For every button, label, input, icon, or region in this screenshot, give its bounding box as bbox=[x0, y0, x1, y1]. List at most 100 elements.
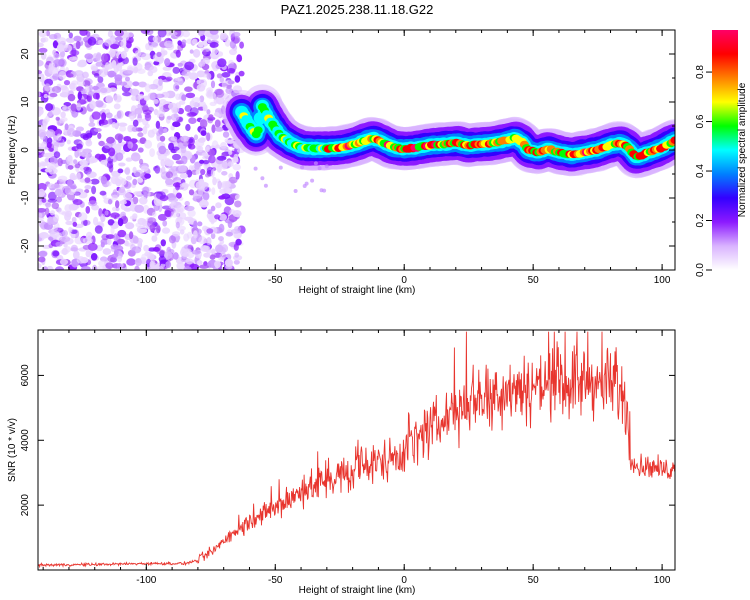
noise-blob bbox=[108, 147, 116, 157]
noise-blob bbox=[66, 73, 74, 78]
noise-blob bbox=[65, 37, 76, 43]
noise-blob bbox=[42, 122, 47, 131]
noise-blob bbox=[192, 48, 201, 58]
noise-blob bbox=[186, 231, 193, 239]
noise-blob bbox=[200, 119, 208, 129]
noise-blob bbox=[38, 59, 44, 67]
noise-blob bbox=[198, 187, 204, 197]
noise-blob bbox=[158, 145, 167, 155]
noise-blob bbox=[131, 246, 142, 254]
noise-blob bbox=[137, 228, 148, 233]
noise-blob bbox=[77, 61, 87, 68]
noise-blob bbox=[65, 210, 73, 218]
noise-blob bbox=[81, 266, 91, 270]
noise-blob bbox=[225, 160, 235, 165]
noise-blob bbox=[208, 155, 216, 164]
noise-blob bbox=[170, 113, 180, 122]
noise-blob bbox=[55, 116, 60, 121]
noise-blob bbox=[125, 222, 135, 230]
noise-blob bbox=[120, 211, 126, 218]
noise-blob bbox=[238, 70, 245, 77]
noise-blob bbox=[188, 72, 199, 80]
noise-blob bbox=[144, 139, 153, 149]
snr-ytick-label: 2000 bbox=[20, 494, 31, 517]
noise-blob bbox=[134, 50, 142, 57]
noise-blob bbox=[228, 150, 233, 155]
noise-blob bbox=[199, 264, 209, 269]
noise-blob bbox=[181, 30, 191, 38]
noise-blob bbox=[199, 199, 209, 208]
noise-blob bbox=[176, 262, 185, 270]
noise-blob bbox=[172, 153, 181, 161]
noise-blob bbox=[151, 128, 158, 135]
noise-blob bbox=[215, 244, 224, 253]
noise-blob bbox=[138, 81, 147, 88]
noise-blob bbox=[180, 145, 187, 154]
noise-blob bbox=[117, 122, 128, 127]
noise-blob bbox=[101, 53, 108, 63]
noise-blob bbox=[82, 71, 89, 79]
noise-blob bbox=[137, 132, 144, 138]
noise-blob bbox=[117, 218, 124, 227]
noise-blob bbox=[125, 157, 133, 162]
noise-blob bbox=[107, 181, 112, 187]
noise-blob bbox=[165, 171, 173, 179]
noise-blob bbox=[157, 108, 165, 118]
noise-blob bbox=[145, 43, 150, 51]
noise-blob bbox=[50, 210, 55, 216]
noise-blob bbox=[164, 158, 171, 165]
noise-blob bbox=[45, 115, 50, 123]
noise-blob bbox=[211, 124, 216, 134]
noise-blob bbox=[164, 210, 172, 218]
noise-blob bbox=[228, 176, 238, 184]
noise-blob bbox=[234, 200, 242, 208]
noise-blob bbox=[164, 251, 173, 260]
noise-blob bbox=[225, 231, 234, 237]
noise-blob bbox=[38, 73, 45, 82]
noise-blob bbox=[51, 202, 59, 210]
noise-blob bbox=[216, 51, 224, 57]
noise-blob bbox=[114, 36, 123, 41]
noise-blob bbox=[62, 44, 73, 52]
stray-blob bbox=[310, 178, 315, 183]
noise-blob bbox=[156, 51, 162, 58]
noise-blob bbox=[38, 47, 48, 54]
noise-blob bbox=[149, 262, 158, 270]
noise-blob bbox=[206, 237, 212, 246]
noise-blob bbox=[93, 128, 102, 132]
noise-blob bbox=[89, 157, 98, 163]
noise-blob bbox=[134, 265, 140, 270]
noise-blob bbox=[61, 86, 70, 95]
noise-blob bbox=[76, 102, 82, 111]
noise-blob bbox=[110, 212, 120, 218]
noise-blob bbox=[116, 238, 125, 245]
ridge-blob bbox=[255, 114, 265, 122]
noise-blob bbox=[66, 128, 76, 137]
noise-blob bbox=[194, 139, 205, 147]
noise-blob bbox=[154, 93, 165, 99]
noise-blob bbox=[235, 171, 240, 180]
noise-blob bbox=[156, 225, 161, 234]
noise-blob bbox=[88, 122, 96, 127]
noise-blob bbox=[94, 100, 104, 108]
noise-blob bbox=[71, 80, 79, 85]
noise-blob bbox=[180, 155, 188, 165]
noise-blob bbox=[217, 58, 227, 68]
noise-blob bbox=[141, 253, 147, 262]
noise-blob bbox=[99, 190, 107, 196]
noise-blob bbox=[144, 251, 152, 257]
noise-blob bbox=[110, 226, 115, 235]
snr-ytick-label: 4000 bbox=[20, 429, 31, 452]
noise-blob bbox=[77, 91, 83, 101]
noise-blob bbox=[133, 169, 144, 178]
snr-ticks: -100 -50 0 50 100 2000 4000 6000 bbox=[20, 330, 675, 586]
noise-blob bbox=[84, 85, 90, 94]
noise-blob bbox=[211, 187, 216, 196]
noise-blob bbox=[57, 175, 68, 182]
noise-blob bbox=[86, 171, 97, 178]
noise-blob bbox=[95, 53, 101, 62]
noise-blob bbox=[147, 70, 154, 77]
noise-blob bbox=[210, 169, 215, 178]
noise-blob bbox=[38, 199, 43, 206]
noise-blob bbox=[219, 188, 227, 195]
